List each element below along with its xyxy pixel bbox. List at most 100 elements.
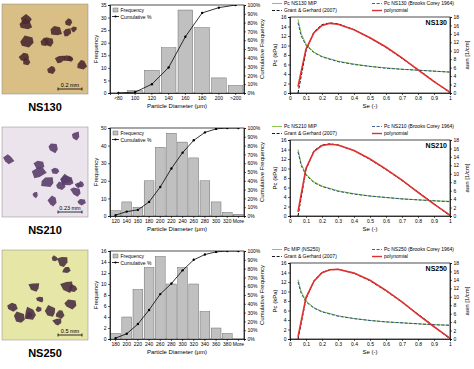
grain bbox=[75, 183, 81, 189]
tick-label: 10% bbox=[248, 204, 259, 210]
tick-mark bbox=[108, 284, 110, 285]
tick: 0.5 bbox=[367, 216, 374, 224]
tick-mark bbox=[108, 93, 110, 94]
tick-label: 50% bbox=[248, 292, 259, 298]
axis: 024681012141618 bbox=[450, 260, 459, 342]
tick: 380 bbox=[223, 339, 232, 347]
tick: 0 bbox=[450, 213, 457, 219]
tick: 0 bbox=[284, 336, 290, 342]
tick-mark bbox=[450, 314, 452, 315]
tick-label: 35 bbox=[101, 2, 107, 8]
axis-line bbox=[108, 252, 111, 340]
tick: 4 bbox=[284, 71, 290, 77]
axis: 00.10.20.30.40.50.60.70.80.91 bbox=[289, 93, 452, 101]
tick-label: 14 bbox=[101, 259, 107, 265]
tick-mark bbox=[288, 65, 290, 66]
tick-mark bbox=[450, 68, 452, 69]
tick-label: 30% bbox=[248, 310, 259, 316]
grain bbox=[28, 283, 39, 292]
legend-label: Pc NS210 MIP bbox=[284, 123, 317, 129]
tick-label: 8 bbox=[104, 292, 107, 298]
tick: 60% bbox=[244, 160, 258, 166]
tick-label: 260 bbox=[190, 218, 199, 224]
legend-label: polynomial bbox=[384, 130, 408, 136]
tick-label: 200 bbox=[156, 218, 165, 224]
tick: 50 bbox=[101, 125, 110, 131]
tick-label: 0% bbox=[248, 336, 256, 342]
tick: 0.6 bbox=[383, 216, 390, 224]
tick-label: 8 bbox=[454, 179, 457, 185]
tick: 30% bbox=[244, 187, 258, 193]
tick: 50% bbox=[244, 169, 258, 175]
tick-mark bbox=[108, 295, 110, 296]
tick-label: 70% bbox=[248, 152, 259, 158]
plot-frame bbox=[290, 140, 450, 216]
curve bbox=[298, 269, 450, 338]
legend-swatch bbox=[372, 10, 382, 11]
tick-label: 14 bbox=[281, 270, 287, 276]
tick: 90% bbox=[244, 257, 258, 263]
tick: 0.3 bbox=[335, 93, 342, 101]
panel-title: NS250 bbox=[426, 265, 448, 272]
axis: 01020304050 bbox=[101, 125, 111, 219]
tick: 12 bbox=[450, 285, 459, 291]
grain bbox=[20, 35, 33, 47]
tick-mark bbox=[450, 85, 452, 86]
tick: 0.3 bbox=[335, 216, 342, 224]
marker bbox=[137, 323, 139, 325]
grain bbox=[48, 195, 57, 206]
tick: 50% bbox=[244, 292, 258, 298]
curve bbox=[298, 23, 450, 72]
tick: 0 bbox=[284, 90, 290, 96]
tick: 0.4 bbox=[351, 216, 358, 224]
tick: 0.8 bbox=[415, 216, 422, 224]
tick-label: 300 bbox=[212, 218, 221, 224]
tick-mark bbox=[244, 304, 246, 305]
tick: 0.7 bbox=[399, 93, 406, 101]
tick: 320 bbox=[223, 216, 232, 224]
tick-label: 8 bbox=[284, 298, 287, 304]
tick-label: 6 bbox=[284, 62, 287, 68]
tick-mark bbox=[244, 198, 246, 199]
axis-line bbox=[108, 129, 111, 217]
tick-label: More bbox=[233, 341, 245, 347]
grain bbox=[32, 167, 47, 178]
tick-mark bbox=[244, 128, 246, 129]
tick-label: 12 bbox=[281, 33, 287, 39]
tick-label: 2 bbox=[284, 204, 287, 210]
grain bbox=[34, 161, 45, 169]
axis: 00.10.20.30.40.50.60.70.80.91 bbox=[289, 216, 452, 224]
legend-label: Grant & Gerhard (2007) bbox=[284, 253, 337, 259]
axis-line bbox=[245, 252, 247, 340]
tick: 0 bbox=[104, 213, 110, 219]
tick-mark bbox=[108, 273, 110, 274]
tick: 8 bbox=[284, 298, 290, 304]
tick: 20% bbox=[244, 196, 258, 202]
tick-label: 10 bbox=[101, 281, 107, 287]
tick: 12 bbox=[281, 279, 290, 285]
tick-mark bbox=[108, 30, 110, 31]
tick-label: 160 bbox=[134, 218, 143, 224]
grain bbox=[72, 131, 79, 140]
tick: 280 bbox=[167, 339, 176, 347]
axis-title: Particle Diameter (μm) bbox=[147, 103, 207, 109]
tick: 10 bbox=[450, 171, 459, 177]
tick: 0.7 bbox=[399, 339, 406, 347]
tick-label: 0 bbox=[454, 336, 457, 342]
grain bbox=[7, 303, 18, 312]
tick: 0.1 bbox=[303, 93, 310, 101]
tick-mark bbox=[288, 17, 290, 18]
plot-area bbox=[117, 5, 243, 93]
grain bbox=[70, 187, 80, 196]
tick: 40% bbox=[244, 55, 258, 61]
tick: 20% bbox=[244, 73, 258, 79]
figure-svg: 0.2 mmNS1300.23 mmNS2100.5 mmNS250<80100… bbox=[0, 0, 474, 369]
tick-label: 12 bbox=[101, 270, 107, 276]
tick-label: 0.1 bbox=[303, 341, 310, 347]
bar bbox=[144, 268, 154, 340]
tick: 10 bbox=[101, 65, 110, 71]
tick: 20 bbox=[101, 40, 110, 46]
tick-label: 120 bbox=[111, 218, 120, 224]
axis: 00.10.20.30.40.50.60.70.80.91 bbox=[289, 339, 452, 347]
legend-label: Pc NS130 MIP bbox=[284, 0, 317, 6]
